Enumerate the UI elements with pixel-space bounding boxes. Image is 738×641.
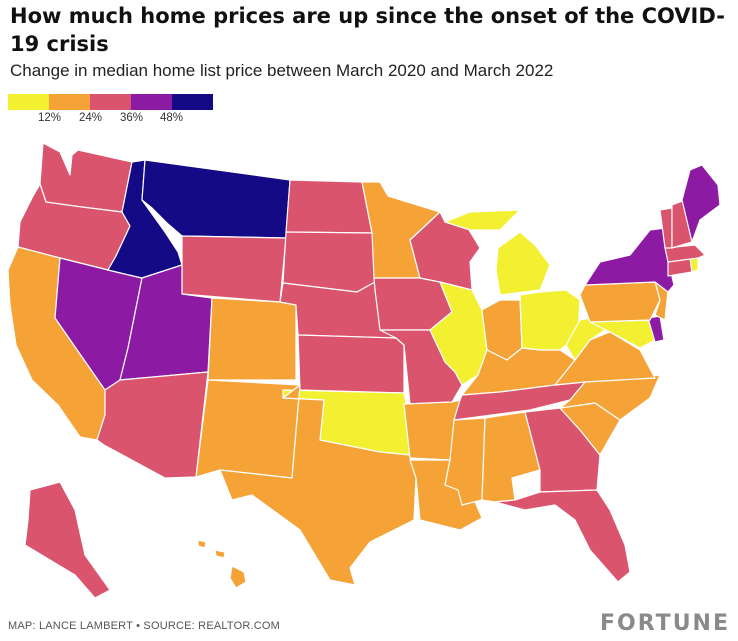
legend-swatch-3	[90, 94, 131, 110]
state-ri	[689, 257, 699, 273]
state-ma	[664, 244, 706, 263]
legend-swatch-4	[131, 94, 172, 110]
state-wi	[409, 211, 481, 291]
state-de	[647, 315, 665, 343]
color-legend: 12% 24% 36% 48%	[8, 94, 213, 128]
state-il	[429, 281, 488, 386]
state-fl	[494, 489, 631, 583]
state-ak	[24, 481, 111, 599]
page-title: How much home prices are up since the on…	[10, 4, 725, 56]
legend-swatch-2	[49, 94, 90, 110]
subtitle: Change in median home list price between…	[10, 61, 554, 80]
state-az	[96, 371, 209, 479]
state-nd	[285, 179, 373, 234]
source-credit: MAP: LANCE LAMBERT • SOURCE: REALTOR.COM	[8, 620, 281, 632]
state-hi	[197, 539, 247, 589]
fortune-logo: FORTUNE	[600, 611, 730, 636]
legend-tick-12: 12%	[38, 112, 62, 124]
legend-swatch-1	[8, 94, 49, 110]
state-tx	[219, 384, 417, 586]
state-wa	[39, 142, 133, 213]
state-mi	[444, 209, 551, 296]
state-sd	[282, 231, 376, 293]
state-wy	[181, 235, 287, 303]
state-co	[207, 297, 297, 381]
state-pa	[579, 281, 661, 323]
state-mt	[141, 159, 291, 239]
legend-tick-48: 48%	[160, 112, 184, 124]
state-ny	[584, 227, 675, 293]
state-me	[681, 164, 721, 243]
us-states-map	[7, 142, 721, 599]
state-ks	[297, 334, 405, 394]
legend-swatch-5	[172, 94, 213, 110]
legend-tick-24: 24%	[79, 112, 103, 124]
legend-tick-36: 36%	[120, 112, 144, 124]
